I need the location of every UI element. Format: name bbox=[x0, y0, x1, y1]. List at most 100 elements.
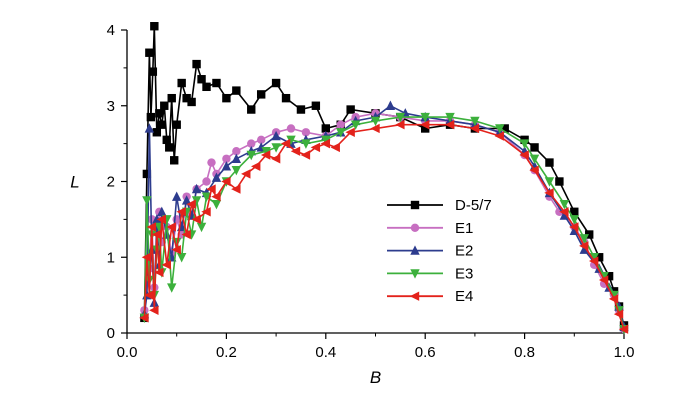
data-point bbox=[271, 78, 281, 88]
series-e4 bbox=[139, 119, 629, 334]
data-point bbox=[202, 82, 211, 92]
data-point bbox=[191, 214, 201, 225]
legend-label: E3 bbox=[455, 265, 473, 282]
data-point bbox=[160, 101, 169, 110]
data-point bbox=[529, 165, 539, 175]
series-line bbox=[143, 112, 625, 330]
data-point bbox=[222, 154, 231, 163]
series-e1 bbox=[140, 109, 629, 334]
data-point bbox=[618, 324, 629, 334]
data-point bbox=[246, 150, 256, 161]
data-point bbox=[221, 176, 231, 187]
data-point bbox=[588, 256, 599, 266]
data-point bbox=[301, 139, 311, 149]
y-tick-label: 3 bbox=[107, 98, 115, 115]
data-point bbox=[585, 230, 594, 239]
data-point bbox=[420, 112, 430, 123]
data-point bbox=[260, 150, 271, 160]
x-tick-label: 0.0 bbox=[117, 344, 138, 361]
series-line bbox=[143, 116, 625, 330]
x-tick-label: 0.6 bbox=[415, 344, 436, 361]
data-point bbox=[395, 112, 406, 123]
data-point bbox=[251, 161, 261, 172]
data-point bbox=[241, 169, 251, 179]
data-point bbox=[470, 116, 480, 127]
data-point bbox=[196, 222, 207, 233]
data-point bbox=[301, 128, 311, 137]
data-point bbox=[310, 142, 321, 153]
data-point bbox=[385, 100, 396, 110]
data-point bbox=[211, 200, 222, 210]
data-point bbox=[444, 119, 455, 130]
legend-label: E1 bbox=[455, 220, 473, 237]
data-point bbox=[270, 154, 281, 164]
data-point bbox=[286, 124, 296, 133]
data-point bbox=[559, 210, 570, 220]
data-point bbox=[604, 271, 614, 281]
x-tick-label: 0.2 bbox=[216, 344, 237, 361]
data-point bbox=[146, 112, 156, 122]
data-point bbox=[145, 48, 154, 57]
data-point bbox=[172, 191, 182, 201]
data-point bbox=[232, 86, 241, 95]
data-point bbox=[545, 158, 554, 167]
data-point bbox=[589, 253, 599, 263]
data-point bbox=[421, 124, 430, 133]
data-point bbox=[170, 156, 179, 165]
data-point bbox=[139, 313, 149, 323]
data-point bbox=[519, 139, 530, 149]
axes: 0.0 0.2 0.4 0.6 0.8 1.0 0 1 2 3 4 bbox=[107, 22, 635, 361]
data-point bbox=[420, 119, 430, 130]
data-point bbox=[256, 90, 266, 99]
data-point bbox=[594, 253, 604, 262]
data-point bbox=[156, 214, 166, 225]
data-point bbox=[144, 290, 154, 300]
data-point bbox=[187, 97, 196, 107]
data-point bbox=[494, 131, 504, 141]
data-point bbox=[311, 101, 321, 110]
data-point bbox=[280, 138, 291, 149]
data-point bbox=[172, 120, 181, 129]
data-point bbox=[256, 135, 266, 145]
y-axis-title: L bbox=[70, 173, 79, 192]
series-line bbox=[143, 105, 625, 328]
legend-item: E4 bbox=[387, 288, 473, 305]
data-point bbox=[495, 124, 505, 134]
series-layer bbox=[139, 22, 629, 335]
data-point bbox=[350, 120, 361, 130]
data-point bbox=[162, 135, 171, 145]
data-point bbox=[151, 229, 162, 240]
data-point bbox=[176, 207, 186, 217]
data-point bbox=[598, 275, 609, 285]
data-point bbox=[201, 192, 212, 202]
data-point bbox=[171, 244, 181, 255]
data-point bbox=[221, 161, 232, 171]
data-point bbox=[559, 207, 569, 217]
data-point bbox=[182, 93, 191, 103]
data-point bbox=[395, 119, 405, 130]
data-point bbox=[370, 123, 380, 134]
y-tick-label: 0 bbox=[107, 325, 115, 342]
data-point bbox=[155, 109, 164, 118]
legend: D-5/7 E1 E2 E3 E4 bbox=[387, 197, 492, 305]
data-point bbox=[207, 158, 216, 167]
data-point bbox=[370, 116, 381, 127]
data-point bbox=[177, 78, 186, 88]
data-point bbox=[211, 172, 222, 182]
y-tick-label: 4 bbox=[107, 22, 115, 39]
data-point bbox=[152, 128, 162, 137]
data-point bbox=[500, 124, 509, 133]
data-point bbox=[211, 191, 221, 202]
data-point bbox=[271, 143, 281, 153]
data-point bbox=[186, 199, 196, 209]
data-point bbox=[247, 105, 256, 114]
x-tick-label: 0.4 bbox=[315, 344, 336, 361]
data-point bbox=[286, 135, 296, 146]
data-point bbox=[191, 196, 202, 206]
data-point bbox=[232, 147, 241, 156]
data-point bbox=[148, 67, 158, 76]
data-point bbox=[300, 150, 311, 160]
data-point bbox=[202, 177, 211, 186]
x-axis-title: B bbox=[370, 368, 381, 387]
